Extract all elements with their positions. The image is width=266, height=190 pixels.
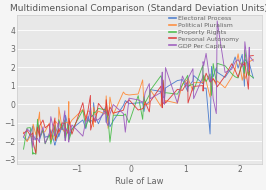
Personal Autonomy: [22, 132, 25, 135]
Political Pluralism: [22, 131, 25, 133]
Personal Autonomy: [181, 89, 184, 92]
Property Rights: [161, 80, 164, 83]
Property Rights: [243, 49, 246, 51]
Personal Autonomy: [234, 69, 237, 71]
Property Rights: [252, 77, 255, 79]
GDP Per Capita: [161, 71, 164, 73]
Property Rights: [234, 76, 237, 78]
Electoral Process: [159, 90, 163, 93]
Personal Autonomy: [252, 54, 255, 57]
Property Rights: [106, 117, 110, 119]
Political Pluralism: [106, 127, 110, 129]
Property Rights: [34, 153, 38, 155]
Electoral Process: [161, 106, 164, 109]
Property Rights: [163, 92, 166, 95]
Political Pluralism: [234, 68, 237, 70]
Line: Personal Autonomy: Personal Autonomy: [24, 55, 253, 153]
Electoral Process: [53, 144, 56, 146]
Political Pluralism: [159, 105, 163, 108]
GDP Per Capita: [252, 60, 255, 62]
Property Rights: [181, 84, 184, 86]
Line: GDP Per Capita: GDP Per Capita: [24, 21, 253, 147]
Property Rights: [22, 148, 25, 150]
Political Pluralism: [163, 102, 166, 105]
GDP Per Capita: [106, 125, 110, 127]
GDP Per Capita: [163, 103, 166, 106]
Electoral Process: [22, 136, 25, 138]
Political Pluralism: [236, 53, 240, 55]
Personal Autonomy: [159, 85, 163, 87]
Electoral Process: [163, 97, 166, 99]
GDP Per Capita: [31, 146, 34, 149]
GDP Per Capita: [215, 20, 219, 22]
Political Pluralism: [161, 84, 164, 87]
Legend: Electoral Process, Political Pluralism, Property Rights, Personal Autonomy, GDP : Electoral Process, Political Pluralism, …: [169, 16, 239, 49]
Political Pluralism: [26, 140, 29, 143]
Electoral Process: [181, 78, 184, 81]
Personal Autonomy: [163, 99, 166, 102]
GDP Per Capita: [22, 136, 25, 138]
Electoral Process: [252, 77, 255, 79]
Personal Autonomy: [161, 107, 164, 109]
GDP Per Capita: [236, 59, 240, 61]
Property Rights: [159, 75, 163, 77]
Electoral Process: [241, 53, 244, 55]
GDP Per Capita: [159, 91, 163, 94]
Personal Autonomy: [106, 114, 110, 117]
Title: Multidimensional Comparison (Standard Deviation Units): Multidimensional Comparison (Standard De…: [10, 4, 266, 13]
Line: Electoral Process: Electoral Process: [24, 54, 253, 145]
Line: Political Pluralism: Political Pluralism: [24, 54, 253, 142]
Political Pluralism: [252, 58, 255, 61]
Personal Autonomy: [34, 152, 38, 154]
Line: Property Rights: Property Rights: [24, 50, 253, 154]
GDP Per Capita: [181, 75, 184, 77]
Political Pluralism: [181, 83, 184, 85]
Electoral Process: [234, 56, 237, 58]
Electoral Process: [106, 109, 110, 112]
X-axis label: Rule of Law: Rule of Law: [115, 177, 164, 186]
